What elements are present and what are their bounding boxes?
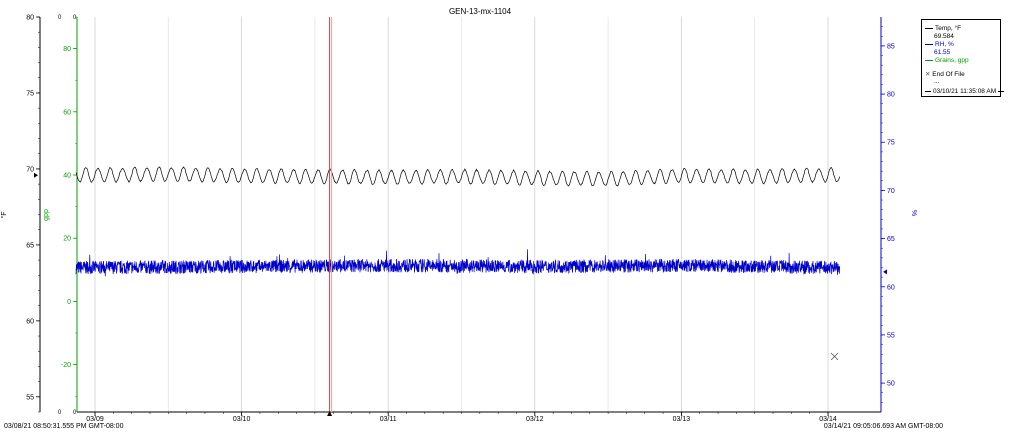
gpp-axis-bottom-zero: 0	[58, 410, 62, 416]
series-line-rh	[75, 249, 841, 277]
gpp-tick-label: -20	[61, 362, 71, 369]
legend-value-temp: 69.584	[934, 33, 954, 40]
legend-marker-time-text: 03/10/21 11:35:08 AM	[933, 88, 997, 95]
temp-axis-label: °F	[0, 211, 8, 218]
legend-value-rh: 61.55	[934, 49, 951, 56]
rh-tick-label: 80	[887, 92, 895, 99]
gpp-tick-label: 60	[63, 109, 71, 116]
legend-swatch-temp	[925, 27, 933, 29]
temp-tick-label: 65	[26, 242, 34, 249]
temp-tick-label: 75	[26, 90, 34, 97]
rh-axis-ticks: 50 55 60 65 70 75 80 85	[881, 26, 895, 403]
legend-marker-swatch-right	[998, 90, 1005, 92]
end-of-file-marker	[830, 352, 839, 361]
x-tick-label: 03/12	[526, 416, 544, 423]
x-tick-label: 03/13	[673, 416, 691, 423]
gpp-tick-label: 40	[63, 173, 71, 180]
rh-axis-label: %	[910, 210, 917, 216]
x-axis-ticks: 03/09 03/10 03/11 03/12 03/13 03/14	[86, 412, 837, 423]
legend-swatch-grains	[925, 59, 933, 61]
legend-label-temp: Temp, °F	[935, 25, 962, 32]
legend-label-grains: Grains, gpp	[935, 57, 969, 64]
temp-tick-label: 80	[26, 15, 34, 22]
rh-tick-label: 50	[887, 381, 895, 388]
gpp-axis-ticks: -20 0 20 40 60 80	[61, 16, 77, 397]
temp-axis-pointer	[34, 172, 38, 178]
gpp-axis-label: gpp	[43, 209, 50, 221]
legend-entry-grains[interactable]: Grains, gpp	[925, 57, 969, 65]
x-tick-label: 03/11	[380, 416, 397, 423]
legend-ellipsis: ...	[934, 78, 940, 85]
legend-entry-temp[interactable]: Temp, °F	[925, 25, 961, 33]
x-tick-label: 03/14	[819, 416, 837, 423]
legend: Temp, °F 69.584 RH, % 61.55 Grains, gpp …	[921, 19, 1005, 97]
chart-title: GEN-13-mx-1104	[449, 7, 512, 16]
gpp-tick-label: 80	[63, 46, 71, 53]
rh-tick-label: 75	[887, 140, 895, 147]
legend-swatch-rh	[925, 43, 933, 45]
rh-tick-label: 70	[887, 188, 895, 195]
gpp-axis-bottom-zero-2: 0	[73, 410, 77, 416]
gpp-tick-label: 20	[63, 236, 71, 243]
temp-tick-label: 55	[26, 394, 34, 401]
x-range-end: 03/14/21 09:05:06.693 AM GMT-08:00	[824, 423, 943, 430]
legend-entry-eof[interactable]: ✕ End Of File	[925, 71, 965, 79]
rh-tick-label: 65	[887, 236, 895, 243]
eof-icon: ✕	[925, 71, 931, 78]
legend-marker-swatch	[925, 90, 931, 92]
legend-entry-rh[interactable]: RH, %	[925, 41, 954, 49]
rh-tick-label: 55	[887, 332, 895, 339]
gpp-tick-label: 0	[67, 299, 71, 306]
x-tick-label: 03/09	[86, 416, 104, 423]
gpp-axis-top-zero: 0	[58, 15, 62, 21]
legend-label-rh: RH, %	[935, 41, 954, 48]
vertical-gridlines	[94, 17, 829, 412]
legend-label-eof: End Of File	[932, 71, 965, 78]
gpp-axis-top-zero-2: 0	[73, 15, 77, 21]
legend-marker-time: 03/10/21 11:35:08 AM	[925, 88, 1005, 96]
rh-tick-label: 60	[887, 284, 895, 291]
x-tick-label: 03/10	[233, 416, 251, 423]
rh-tick-label: 85	[887, 43, 895, 50]
temp-axis-ticks: 55 60 65 70 75 80	[26, 15, 40, 413]
rh-axis-pointer	[883, 269, 887, 275]
temp-tick-label: 60	[26, 318, 34, 325]
time-marker-handle[interactable]	[327, 411, 333, 416]
temp-tick-label: 70	[26, 166, 34, 173]
series-line-temp	[75, 166, 841, 187]
x-range-start: 03/08/21 08:50:31.555 PM GMT-08:00	[4, 423, 124, 430]
